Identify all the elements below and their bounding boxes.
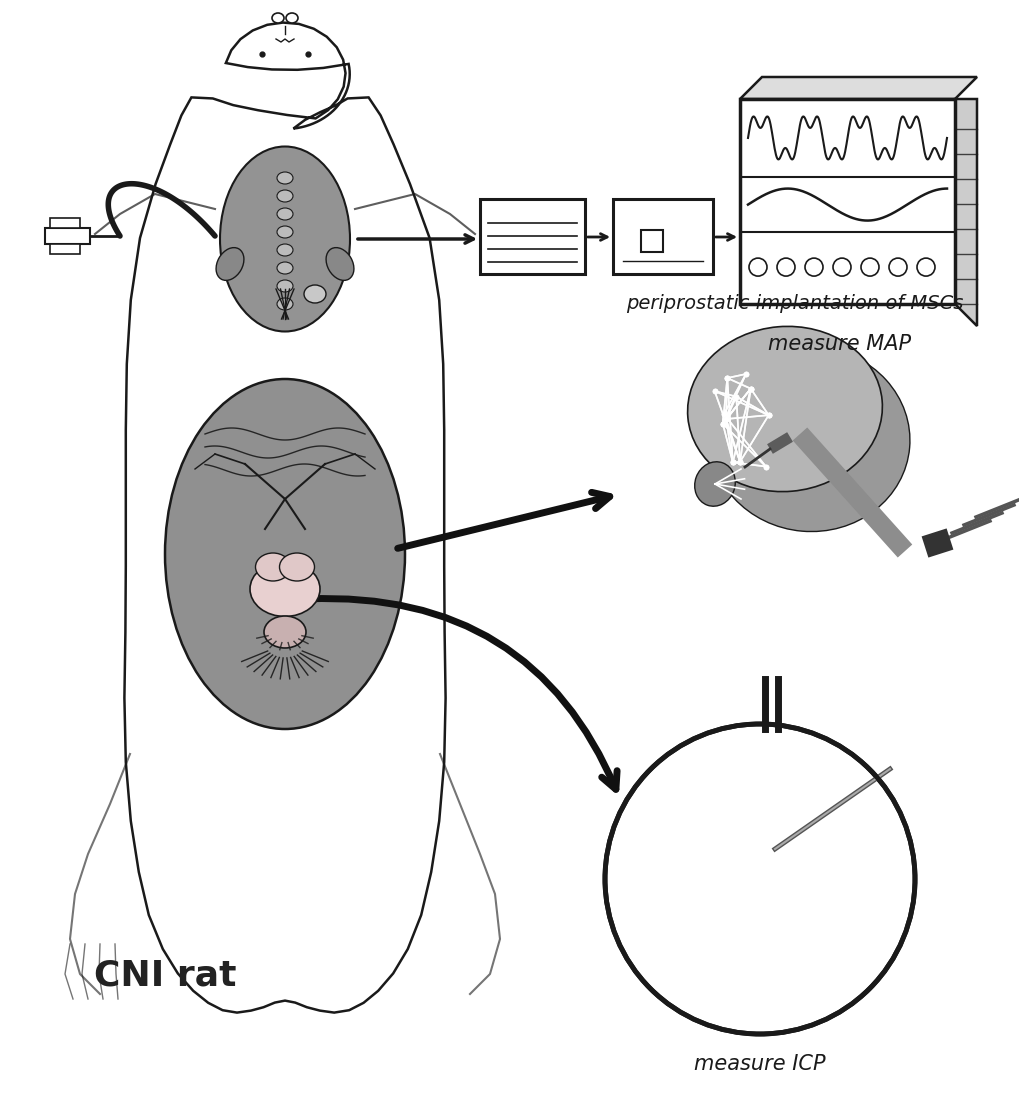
- Ellipse shape: [687, 326, 881, 491]
- Ellipse shape: [255, 552, 290, 581]
- Ellipse shape: [264, 616, 306, 648]
- Circle shape: [889, 258, 906, 276]
- Ellipse shape: [304, 286, 326, 303]
- Ellipse shape: [277, 261, 292, 274]
- Ellipse shape: [767, 840, 811, 878]
- Ellipse shape: [806, 883, 814, 894]
- Ellipse shape: [250, 561, 320, 617]
- Text: CNI rat: CNI rat: [94, 959, 236, 993]
- Bar: [480, 199, 585, 274]
- Ellipse shape: [165, 379, 405, 729]
- Ellipse shape: [277, 226, 292, 238]
- Ellipse shape: [700, 899, 710, 908]
- Text: measure ICP: measure ICP: [694, 1054, 825, 1074]
- Circle shape: [916, 258, 934, 276]
- Ellipse shape: [730, 917, 744, 928]
- Ellipse shape: [694, 842, 706, 852]
- Bar: [640, 230, 662, 252]
- Ellipse shape: [277, 280, 292, 292]
- Ellipse shape: [220, 147, 350, 331]
- Ellipse shape: [709, 793, 749, 825]
- Bar: [612, 199, 712, 274]
- Ellipse shape: [685, 828, 734, 870]
- Ellipse shape: [680, 881, 719, 917]
- Ellipse shape: [216, 247, 244, 280]
- Ellipse shape: [783, 857, 794, 866]
- Ellipse shape: [709, 850, 722, 860]
- Ellipse shape: [709, 886, 769, 932]
- Ellipse shape: [808, 874, 816, 884]
- Circle shape: [604, 724, 914, 1034]
- Polygon shape: [954, 98, 976, 326]
- Ellipse shape: [691, 901, 701, 910]
- Ellipse shape: [791, 869, 827, 909]
- Ellipse shape: [663, 781, 818, 956]
- Ellipse shape: [689, 892, 699, 900]
- Ellipse shape: [810, 881, 819, 892]
- Ellipse shape: [798, 850, 809, 859]
- Circle shape: [833, 258, 850, 276]
- Bar: [50, 218, 79, 228]
- Ellipse shape: [736, 805, 746, 813]
- Bar: [50, 244, 79, 254]
- Polygon shape: [739, 77, 976, 98]
- Ellipse shape: [760, 815, 773, 824]
- Circle shape: [804, 258, 822, 276]
- Ellipse shape: [779, 849, 790, 858]
- Ellipse shape: [277, 244, 292, 256]
- Text: periprostatic implantation of MSCs: periprostatic implantation of MSCs: [626, 294, 963, 313]
- Ellipse shape: [694, 462, 735, 507]
- Ellipse shape: [277, 190, 292, 202]
- Bar: [739, 98, 954, 304]
- Circle shape: [860, 258, 878, 276]
- Ellipse shape: [285, 13, 298, 23]
- Ellipse shape: [277, 172, 292, 184]
- Circle shape: [601, 721, 917, 1037]
- Circle shape: [748, 258, 766, 276]
- Ellipse shape: [710, 846, 722, 856]
- Polygon shape: [124, 23, 445, 1013]
- Ellipse shape: [326, 247, 354, 280]
- Ellipse shape: [747, 816, 761, 825]
- Ellipse shape: [709, 347, 909, 532]
- Ellipse shape: [272, 13, 283, 23]
- Circle shape: [776, 258, 794, 276]
- Ellipse shape: [728, 813, 738, 820]
- Ellipse shape: [719, 913, 734, 924]
- Bar: [45, 228, 90, 244]
- Ellipse shape: [728, 896, 743, 908]
- Text: measure MAP: measure MAP: [767, 334, 911, 354]
- Ellipse shape: [722, 798, 733, 805]
- Ellipse shape: [277, 298, 292, 310]
- Ellipse shape: [759, 819, 773, 828]
- Ellipse shape: [692, 336, 866, 492]
- Ellipse shape: [277, 208, 292, 220]
- Ellipse shape: [279, 552, 314, 581]
- Ellipse shape: [742, 802, 797, 837]
